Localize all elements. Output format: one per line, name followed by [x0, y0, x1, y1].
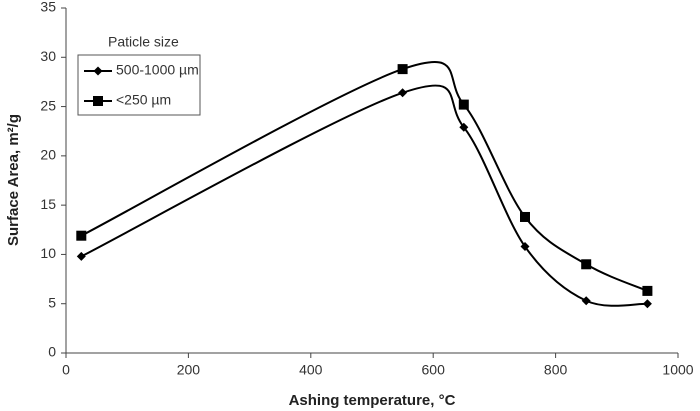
legend-box	[77, 54, 201, 116]
y-tick-label: 30	[40, 48, 56, 64]
marker	[76, 251, 86, 261]
y-tick-label: 5	[48, 294, 56, 310]
marker	[642, 285, 653, 296]
x-tick-label: 600	[422, 362, 446, 378]
legend-label: 500-1000 µm	[116, 62, 199, 78]
marker	[581, 296, 591, 306]
marker	[398, 88, 408, 98]
x-tick-label: 200	[177, 362, 201, 378]
marker	[76, 230, 87, 241]
x-tick-label: 800	[544, 362, 568, 378]
y-tick-label: 20	[40, 147, 56, 163]
y-tick-label: 25	[40, 97, 56, 113]
marker	[397, 64, 408, 75]
y-tick-label: 10	[40, 245, 56, 261]
series-line	[80, 84, 648, 307]
x-axis-label: Ashing temperature, °C	[289, 392, 456, 409]
marker	[458, 99, 469, 110]
marker	[520, 242, 530, 252]
y-tick-label: 35	[40, 0, 56, 15]
y-tick-label: 15	[40, 196, 56, 212]
legend-title: Paticle size	[108, 34, 179, 50]
marker	[459, 122, 469, 132]
x-tick-label: 0	[62, 362, 70, 378]
y-axis-label: Surface Area, m²/g	[5, 114, 22, 246]
marker	[520, 211, 530, 222]
x-tick-label: 400	[299, 362, 323, 378]
legend-marker	[93, 66, 103, 76]
x-tick-label: 1000	[662, 362, 693, 378]
legend-marker	[93, 96, 103, 106]
marker	[642, 299, 652, 309]
marker	[581, 259, 592, 270]
y-tick-label: 0	[48, 344, 56, 360]
legend-label: <250 µm	[116, 92, 171, 108]
